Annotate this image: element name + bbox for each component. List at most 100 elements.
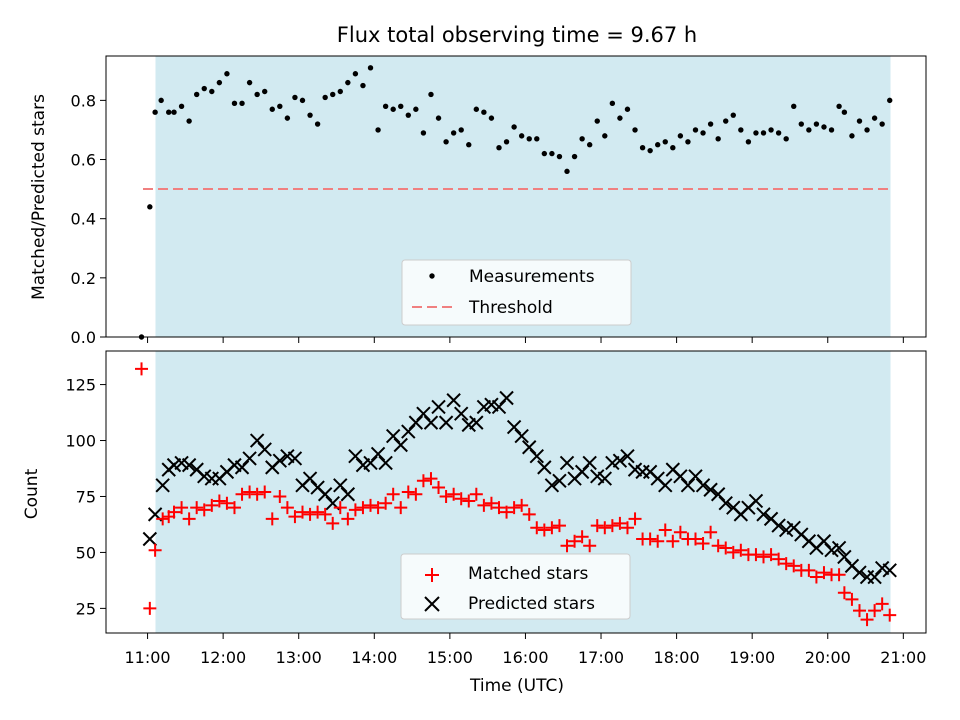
top-x-ticks [147, 337, 904, 343]
measurement-point [594, 118, 600, 124]
matched-star-marker [182, 512, 196, 526]
matched-star-marker [243, 485, 257, 499]
predicted-star-marker [453, 406, 469, 421]
measurement-point [147, 204, 153, 210]
x-tick-label: 21:00 [880, 648, 926, 667]
matched-star-marker [598, 521, 612, 535]
matched-star-marker [220, 496, 234, 510]
predicted-star-marker [499, 390, 514, 406]
predicted-star-marker [612, 453, 628, 468]
measurement-point [224, 71, 230, 77]
measurement-point [443, 139, 449, 145]
matched-star-marker [852, 604, 866, 618]
matched-star-marker [817, 566, 831, 580]
matched-star-marker [643, 532, 657, 546]
measurement-point [405, 112, 412, 118]
matched-star-marker [439, 489, 453, 503]
predicted-star-marker [340, 487, 356, 502]
bottom-legend: Matched stars Predicted stars [400, 553, 631, 620]
measurement-point [428, 91, 434, 98]
measurement-point [398, 103, 404, 109]
matched-star-marker [802, 563, 816, 577]
matched-star-marker [779, 557, 793, 571]
top-axes-frame [105, 55, 927, 338]
matched-star-marker [477, 498, 491, 512]
measurement-point [158, 97, 164, 104]
matched-star-marker [537, 523, 551, 537]
matched-star-marker [704, 525, 718, 539]
measurement-point [193, 91, 200, 98]
measurement-point [458, 127, 464, 133]
measurement-point [617, 115, 623, 121]
measurement-point [254, 91, 260, 98]
legend-measurements-marker [429, 273, 435, 279]
measurement-point [178, 103, 185, 109]
measurement-point [496, 144, 502, 151]
measurement-point [239, 100, 245, 107]
matched-star-marker [280, 501, 294, 515]
predicted-star-marker [771, 518, 786, 533]
measurement-point [813, 121, 820, 127]
bottom-marks [135, 362, 897, 627]
predicted-star-marker [378, 455, 393, 471]
matched-star-marker [757, 550, 771, 564]
measurement-point [821, 124, 827, 130]
matched-star-marker [658, 523, 672, 537]
matched-star-marker [575, 530, 589, 544]
measurement-point [760, 130, 767, 136]
matched-star-marker [409, 487, 423, 501]
predicted-star-marker [393, 437, 408, 453]
matched-star-marker [143, 601, 157, 615]
matched-star-marker [303, 507, 317, 521]
measurement-point [602, 133, 608, 139]
predicted-star-marker [242, 451, 257, 466]
measurement-point [534, 136, 540, 142]
predicted-star-marker [658, 478, 673, 493]
matched-star-marker [583, 539, 597, 553]
matched-star-marker [734, 543, 748, 557]
measurement-point [360, 82, 366, 89]
predicted-star-marker [831, 540, 847, 556]
measurement-point [345, 79, 351, 86]
measurement-point [246, 79, 253, 86]
measurement-point [738, 127, 744, 133]
predicted-star-marker [431, 399, 446, 415]
matched-star-marker [148, 543, 162, 557]
measurement-point [828, 127, 835, 133]
top-y-tick-label: 0.0 [71, 328, 96, 347]
matched-star-marker [250, 487, 264, 501]
matched-star-marker [432, 481, 446, 495]
predicted-star-marker [544, 478, 560, 493]
matched-star-marker [447, 487, 461, 501]
matched-star-marker [696, 536, 710, 550]
matched-star-marker [484, 496, 498, 510]
measurement-point [284, 115, 291, 121]
bottom-panel: 25 50 75 100 125 11:00 12:00 13:00 14:00 15:00 16… [22, 350, 927, 696]
measurement-point [166, 109, 172, 115]
predicted-star-marker [718, 495, 733, 511]
measurement-point [564, 168, 570, 175]
measurement-point [277, 103, 283, 109]
matched-star-marker [175, 501, 189, 515]
matched-star-marker [605, 519, 619, 533]
measurement-point [775, 130, 782, 136]
measurement-point [201, 85, 207, 92]
bottom-y-tick-label: 25 [76, 599, 96, 618]
predicted-star-marker [142, 531, 158, 547]
predicted-star-marker [438, 415, 454, 430]
matched-star-marker [227, 501, 241, 515]
measurement-point [864, 127, 870, 133]
matched-star-marker [845, 592, 859, 606]
x-tick-label: 19:00 [729, 648, 775, 667]
legend-matched-marker [425, 568, 439, 582]
predicted-star-marker [703, 482, 718, 497]
matched-star-marker [341, 512, 355, 526]
matched-star-marker [258, 485, 272, 499]
top-y-tick-label: 0.4 [71, 210, 96, 229]
measurement-point [526, 136, 532, 142]
measurement-point [262, 88, 268, 95]
legend-predicted-label: Predicted stars [468, 594, 595, 614]
matched-star-marker [205, 498, 219, 512]
matched-star-marker [197, 503, 211, 517]
matched-star-marker [772, 552, 786, 566]
